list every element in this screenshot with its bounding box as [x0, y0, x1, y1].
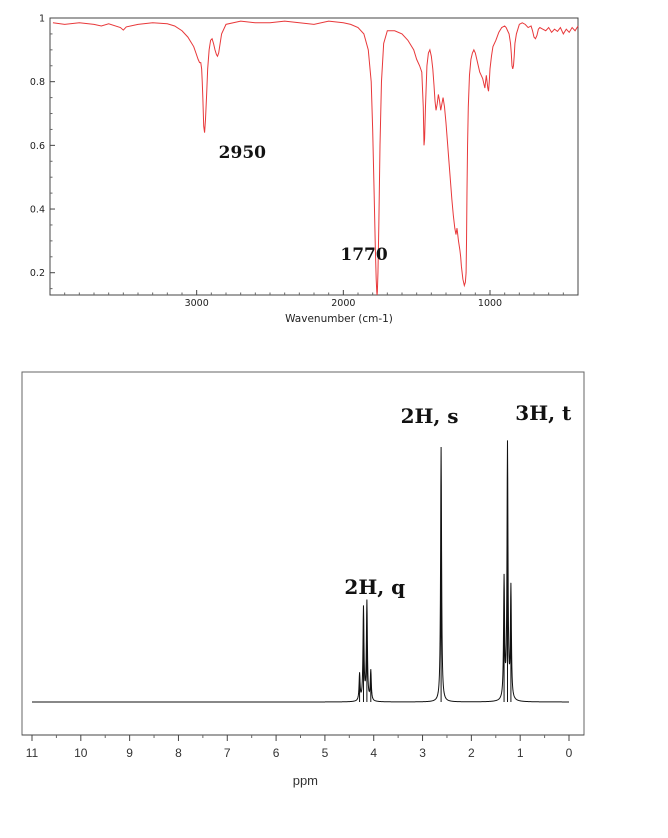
nmr-x-tick-label: 2	[468, 746, 475, 760]
ir-peak-annotation-1770: 1770	[340, 245, 387, 265]
ir-x-tick-label: 3000	[185, 298, 209, 309]
nmr-x-tick-label: 10	[74, 746, 88, 760]
ir-x-tick-label: 2000	[331, 298, 355, 309]
ir-axis-ticks: 3000 2000 1000 1 0.8 0.6 0.4 0.2	[30, 14, 564, 309]
nmr-x-axis-title: ppm	[293, 773, 318, 788]
nmr-plot-frame	[21, 371, 585, 736]
nmr-x-tick-label: 7	[224, 746, 231, 760]
ir-plot-frame	[49, 17, 579, 296]
nmr-x-tick-label: 9	[126, 746, 133, 760]
nmr-x-tick-label: 3	[419, 746, 426, 760]
nmr-x-tick-label: 11	[26, 746, 39, 760]
ir-y-tick-label: 0.4	[30, 205, 45, 216]
ir-y-tick-label: 0.6	[30, 141, 45, 152]
nmr-axis-ticks: 11 10 9 8 7 6 5 4 3 2 1 0	[26, 735, 573, 760]
ir-spectrum-line	[52, 20, 579, 296]
nmr-x-tick-label: 4	[370, 746, 377, 760]
nmr-annotation-quartet: 2H, q	[344, 575, 405, 599]
nmr-spectrum-chart: 11 10 9 8 7 6 5 4 3 2 1 0 ppm 2H, q 2H, s 3H, t	[21, 371, 585, 788]
ir-x-tick-label: 1000	[478, 298, 502, 309]
ir-y-tick-label: 0.2	[30, 268, 45, 279]
nmr-x-tick-label: 1	[517, 746, 524, 760]
ir-x-axis-title: Wavenumber (cm-1)	[285, 313, 393, 325]
nmr-annotation-triplet: 3H, t	[515, 401, 572, 425]
ir-y-tick-label: 0.8	[30, 77, 45, 88]
nmr-x-tick-label: 0	[566, 746, 573, 760]
nmr-x-tick-label: 5	[322, 746, 329, 760]
nmr-x-tick-label: 8	[175, 746, 182, 760]
nmr-x-tick-label: 6	[273, 746, 280, 760]
ir-spectrum-chart: 3000 2000 1000 1 0.8 0.6 0.4 0.2 Wavenumber (cm…	[30, 14, 579, 325]
nmr-annotation-singlet: 2H, s	[401, 404, 459, 428]
nmr-spectrum-line	[32, 440, 569, 703]
ir-y-tick-label: 1	[39, 14, 45, 25]
ir-peak-annotation-2950: 2950	[219, 143, 266, 163]
